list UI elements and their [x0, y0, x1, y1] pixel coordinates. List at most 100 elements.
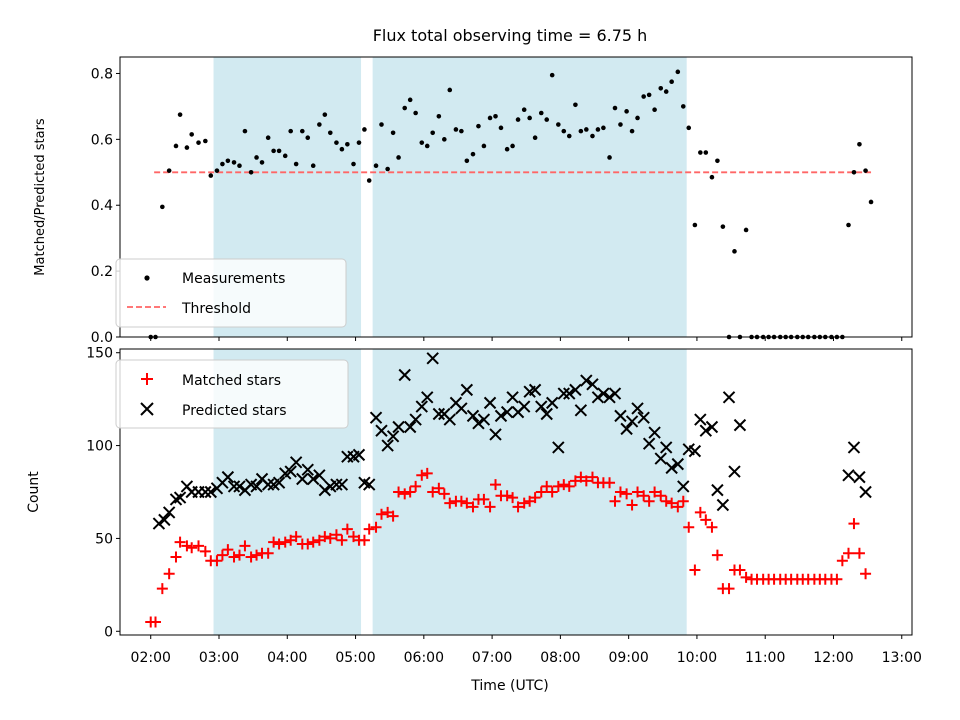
predicted-stars-point	[386, 430, 400, 443]
measurement-point	[538, 110, 544, 116]
x-tick-label: 07:00	[472, 650, 512, 666]
matched-stars-point	[586, 471, 598, 483]
predicted-stars-point	[506, 391, 519, 404]
predicted-stars-point	[574, 404, 588, 417]
predicted-stars-point	[637, 411, 650, 424]
matched-stars-point	[174, 536, 186, 548]
matched-stars-point	[672, 501, 684, 513]
measurement-point	[846, 222, 851, 228]
predicted-stars-point	[415, 400, 428, 413]
matched-stars-point	[163, 568, 175, 580]
matched-stars-point	[490, 479, 502, 491]
predicted-stars-point	[733, 418, 747, 432]
matched-stars-point	[626, 499, 638, 511]
matched-stars-point	[181, 540, 193, 552]
matched-stars-point	[563, 480, 575, 492]
predicted-stars-point	[853, 470, 866, 484]
x-tick-label: 10:00	[677, 650, 717, 666]
top-legend[interactable]: Measurements Threshold	[115, 258, 347, 328]
measurement-point	[618, 122, 623, 127]
matched-stars-point	[239, 540, 251, 552]
predicted-stars-point	[728, 465, 741, 478]
measurement-point	[373, 163, 379, 169]
measurement-point	[402, 105, 408, 111]
measurement-point	[641, 94, 646, 99]
measurement-point	[327, 130, 333, 136]
measurement-point	[561, 128, 567, 134]
predicted-stars-point	[716, 498, 730, 512]
x-tick-label: 06:00	[404, 650, 444, 666]
bottom-y-tick-label: 0	[104, 624, 113, 640]
matched-stars-point	[216, 549, 228, 561]
measurement-point	[276, 148, 282, 154]
measurement-point	[299, 128, 305, 134]
predicted-stars-point	[842, 469, 855, 482]
predicted-stars-point	[460, 383, 474, 397]
matched-stars-point	[319, 531, 331, 543]
measurement-point	[282, 153, 288, 159]
matched-stars-point	[843, 547, 855, 559]
matched-stars-point	[156, 583, 168, 595]
measurement-point	[366, 178, 372, 183]
measurement-point	[322, 112, 328, 117]
predicted-stars-point	[296, 472, 309, 486]
predicted-stars-point	[500, 405, 514, 419]
matched-stars-point	[484, 501, 496, 513]
legend-measurements-marker	[144, 275, 150, 281]
predicted-stars-point	[847, 441, 861, 454]
matched-stars-point	[245, 551, 257, 563]
legend-matched-marker	[141, 373, 153, 385]
measurement-point	[607, 155, 612, 160]
matched-stars-point	[541, 480, 553, 492]
matched-stars-point	[330, 529, 342, 541]
measurement-point	[424, 143, 430, 149]
x-tick-label: 03:00	[199, 650, 239, 666]
predicted-stars-point	[313, 469, 326, 482]
predicted-stars-point	[409, 413, 422, 426]
predicted-stars-point	[204, 485, 218, 499]
predicted-stars-point	[665, 461, 678, 475]
predicted-stars-point	[642, 437, 656, 450]
matched-stars-point	[660, 495, 672, 507]
matched-stars-point	[444, 497, 456, 509]
bottom-y-tick-label: 100	[86, 439, 113, 455]
x-tick-label: 09:00	[608, 650, 648, 666]
matched-stars-point	[614, 486, 626, 498]
measurement-point	[459, 128, 464, 134]
measurement-point	[624, 109, 629, 114]
matched-stars-point	[387, 510, 399, 522]
measurement-point	[732, 249, 737, 254]
matched-stars-point	[638, 490, 650, 502]
predicted-stars-point	[597, 387, 610, 400]
predicted-stars-point	[362, 478, 376, 491]
measurement-point	[356, 140, 362, 145]
top-shaded-region-1	[372, 57, 687, 337]
predicted-stars-point	[688, 444, 702, 458]
measurement-point	[686, 125, 692, 131]
bottom-legend[interactable]: Matched stars Predicted stars	[115, 359, 349, 429]
measurement-point	[584, 127, 589, 132]
predicted-stars-point	[477, 413, 491, 426]
matched-stars-point	[211, 555, 223, 567]
predicted-stars-point	[517, 400, 531, 413]
measurement-point	[504, 146, 510, 152]
predicted-stars-point	[711, 483, 724, 497]
measurement-point	[510, 143, 515, 149]
measurement-point	[248, 169, 254, 175]
bottom-legend-box	[115, 359, 349, 429]
matched-stars-point	[262, 547, 274, 559]
matched-stars-point	[501, 490, 513, 502]
predicted-stars-point	[489, 428, 502, 441]
matched-stars-point	[558, 479, 570, 491]
measurement-point	[317, 122, 322, 127]
matched-stars-point	[358, 534, 370, 546]
predicted-stars-point	[608, 387, 622, 400]
predicted-stars-point	[699, 424, 713, 437]
matched-stars-point	[512, 501, 524, 513]
predicted-stars-point	[694, 413, 707, 426]
matched-stars-point	[199, 545, 211, 557]
matched-stars-point	[655, 490, 667, 502]
predicted-stars-point	[494, 409, 508, 423]
legend-measurements-label: Measurements	[182, 271, 285, 287]
matched-stars-point	[666, 497, 678, 509]
